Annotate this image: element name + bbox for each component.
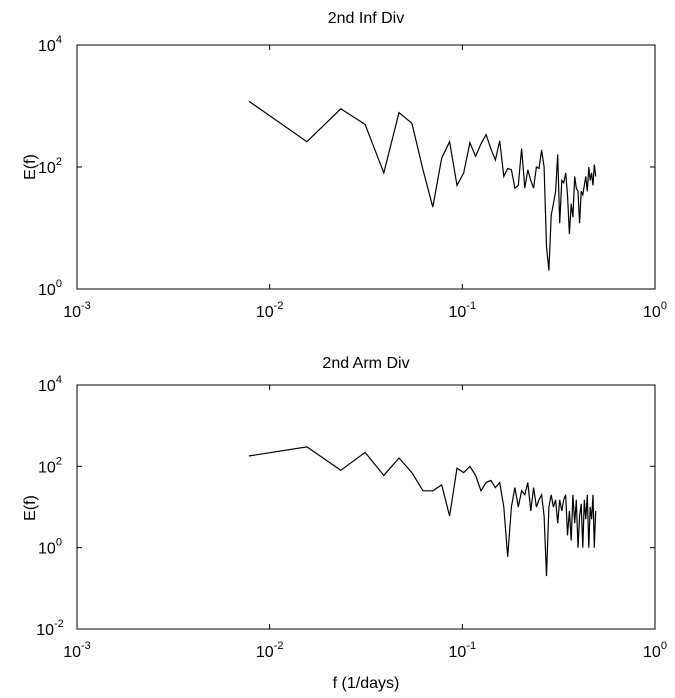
- y-tick-label: 102: [38, 455, 62, 476]
- series-line: [248, 100, 597, 271]
- y-tick-label: 100: [38, 537, 62, 558]
- panel-2nd-arm-div: 2nd Arm Div E(f) 10-3 10-2 10-1 10010-21001…: [22, 355, 667, 692]
- chart-title: 2nd Inf Div: [328, 10, 404, 27]
- x-tick-label: 10-2: [256, 300, 284, 321]
- series-line: [248, 446, 597, 577]
- y-tick-label: 102: [38, 156, 62, 177]
- plot-frame: [76, 384, 656, 630]
- plot-frame: [76, 44, 656, 290]
- x-tick-label: 10-3: [63, 640, 91, 661]
- x-tick-label: 10-1: [449, 640, 477, 661]
- x-tick-label: 10-2: [256, 640, 284, 661]
- y-axis-label: E(f): [22, 495, 39, 521]
- y-tick-label: 104: [38, 374, 62, 395]
- tick-layer: 10-3 10-2 10-1 100 100 102 104: [38, 34, 667, 321]
- y-tick-label: 104: [38, 34, 62, 55]
- panel-2nd-inf-div: 2nd Inf Div E(f) 10-3 10-2 10-1 10010010210…: [22, 10, 667, 321]
- y-axis-label: E(f): [22, 154, 39, 180]
- y-tick-label: 100: [38, 278, 62, 299]
- x-tick-label: 10-3: [63, 300, 91, 321]
- x-tick-label: 10-1: [449, 300, 477, 321]
- chart-title: 2nd Arm Div: [322, 355, 409, 372]
- x-tick-label: 100: [643, 640, 667, 661]
- x-axis-label: f (1/days): [333, 675, 400, 692]
- x-tick-label: 100: [643, 300, 667, 321]
- y-tick-label: 10-2: [36, 618, 64, 639]
